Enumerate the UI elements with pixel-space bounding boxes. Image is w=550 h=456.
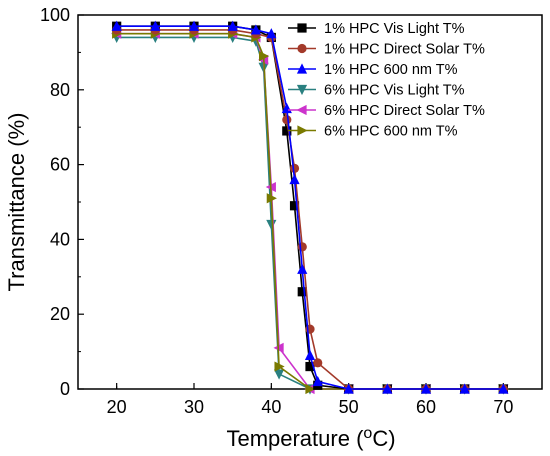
legend-label: 1% HPC 600 nm T% bbox=[324, 62, 458, 78]
data-point bbox=[259, 51, 270, 62]
axis-ticks: 20 30 40 50 60 70 0 20 40 60 80 100 bbox=[40, 5, 513, 417]
data-point bbox=[289, 201, 300, 211]
x-tick-label-30: 30 bbox=[184, 397, 204, 417]
data-point bbox=[343, 383, 354, 394]
data-point bbox=[266, 28, 277, 39]
data-point bbox=[289, 173, 300, 185]
data-point bbox=[274, 361, 285, 372]
legend-item-6: 6% HPC 600 nm T% bbox=[288, 124, 458, 140]
data-point bbox=[459, 383, 470, 394]
data-point bbox=[420, 383, 432, 394]
data-point bbox=[266, 219, 277, 231]
legend-label: 1% HPC Vis Light T% bbox=[324, 21, 465, 37]
legend-marker bbox=[296, 63, 308, 74]
y-tick-label-40: 40 bbox=[50, 229, 70, 249]
x-tick-label-40: 40 bbox=[261, 397, 281, 417]
series-line-1 bbox=[116, 25, 504, 390]
y-tick-label-60: 60 bbox=[50, 155, 70, 175]
data-point bbox=[273, 369, 285, 380]
x-tick-label-60: 60 bbox=[416, 397, 436, 417]
data-point bbox=[150, 20, 161, 31]
legend-label: 6% HPC 600 nm T% bbox=[324, 124, 458, 140]
data-point bbox=[305, 383, 316, 395]
data-point bbox=[282, 126, 292, 136]
x-axis-title-main: Temperature ( bbox=[226, 426, 364, 451]
y-tick-label-100: 100 bbox=[40, 5, 70, 25]
x-axis-title-unit: C) bbox=[372, 426, 395, 451]
series-layer bbox=[111, 20, 509, 395]
legend-item-4: 6% HPC Vis Light T% bbox=[288, 83, 465, 99]
legend-item-3: 1% HPC 600 nm T% bbox=[288, 62, 458, 78]
x-axis-title: Temperature (oC) bbox=[226, 425, 395, 451]
data-point bbox=[111, 20, 122, 31]
data-point bbox=[382, 383, 393, 394]
y-tick-label-0: 0 bbox=[60, 379, 70, 399]
data-point bbox=[498, 383, 509, 394]
legend-label: 6% HPC Direct Solar T% bbox=[324, 103, 485, 119]
data-point bbox=[250, 24, 261, 35]
legend-marker bbox=[297, 43, 307, 54]
series-3 bbox=[111, 20, 509, 394]
legend-marker bbox=[296, 104, 307, 116]
legend-item-2: 1% HPC Direct Solar T% bbox=[288, 42, 485, 58]
data-point bbox=[227, 20, 238, 31]
legend-label: 1% HPC Direct Solar T% bbox=[324, 42, 485, 58]
series-2 bbox=[112, 25, 508, 394]
x-tick-label-50: 50 bbox=[339, 397, 359, 417]
x-tick-label-70: 70 bbox=[493, 397, 513, 417]
y-axis-title: Transmittance (%) bbox=[4, 113, 29, 292]
data-point bbox=[305, 361, 315, 372]
legend-item-5: 6% HPC Direct Solar T% bbox=[288, 103, 485, 119]
data-point bbox=[282, 115, 292, 125]
data-point bbox=[297, 242, 307, 252]
data-point bbox=[297, 263, 308, 274]
series-line-3 bbox=[116, 25, 504, 390]
data-point bbox=[188, 20, 200, 31]
legend-marker bbox=[297, 23, 307, 33]
legend-item-1: 1% HPC Vis Light T% bbox=[288, 21, 465, 37]
data-point bbox=[289, 163, 300, 173]
data-point bbox=[266, 193, 277, 204]
data-point bbox=[313, 358, 323, 368]
data-point bbox=[304, 349, 316, 360]
x-tick-label-20: 20 bbox=[107, 397, 127, 417]
legend-label: 6% HPC Vis Light T% bbox=[324, 83, 465, 99]
data-point bbox=[297, 287, 307, 297]
legend-marker bbox=[296, 84, 308, 96]
legend-marker bbox=[297, 125, 308, 136]
data-point bbox=[312, 375, 323, 387]
y-tick-label-80: 80 bbox=[50, 80, 70, 100]
x-axis-title-sup: o bbox=[363, 425, 372, 442]
legend: 1% HPC Vis Light T% 1% HPC Direct Solar T… bbox=[288, 21, 485, 140]
y-tick-label-20: 20 bbox=[50, 304, 70, 324]
